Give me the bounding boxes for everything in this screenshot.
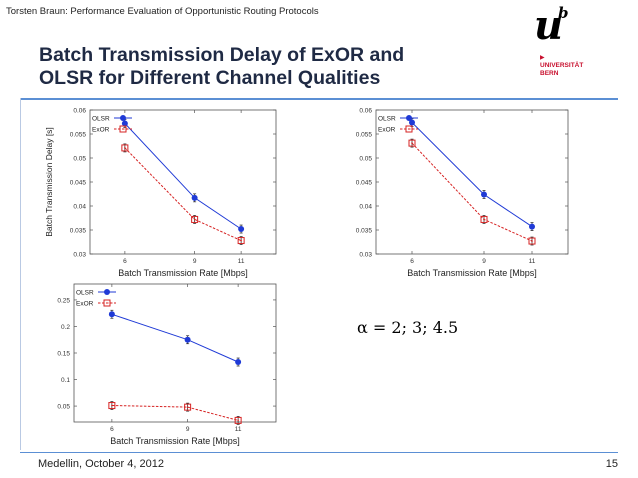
x-tick-label: 9	[193, 258, 197, 265]
y-tick-label: 0.04	[73, 204, 86, 211]
data-point-olsr	[108, 311, 115, 318]
data-point-exor-center	[411, 142, 413, 144]
y-tick-label: 0.05	[73, 156, 86, 163]
y-tick-label: 0.045	[356, 180, 373, 187]
chart-alpha-3: 0.03 0.035 0.04 0.045 0.05 0.055 0.06 6 9 11 Batch…	[356, 108, 569, 278]
data-point-exor	[121, 144, 129, 152]
data-point-exor	[408, 139, 416, 147]
x-tick-label: 6	[123, 258, 127, 265]
y-tick-label: 0.04	[359, 204, 372, 211]
x-tick-label: 6	[110, 426, 114, 433]
y-tick-label: 0.05	[359, 156, 372, 163]
data-point-exor	[108, 402, 116, 410]
title-divider	[20, 98, 618, 100]
y-tick-label: 0.05	[57, 404, 70, 411]
chart-alpha-2: 0.03 0.035 0.04 0.045 0.05 0.055 0.06 6 9 11 Batch…	[44, 108, 277, 278]
data-point-exor-center	[240, 239, 242, 242]
legend-label-exor: ExOR	[76, 301, 94, 308]
logo-arrow-icon: ▶	[540, 55, 545, 61]
data-point-olsr	[529, 223, 535, 230]
logo-letter: u	[534, 2, 564, 49]
legend-marker-exor	[405, 125, 413, 133]
alpha-formula: α = 2; 3; 4.5	[357, 318, 459, 337]
logo-university-line2: BERN	[540, 69, 559, 77]
x-axis-label: Batch Transmission Rate [Mbps]	[118, 268, 248, 278]
legend-label-olsr: OLSR	[378, 116, 396, 123]
data-point-exor-center	[186, 406, 189, 408]
legend-marker-exor	[119, 125, 127, 133]
data-point-exor-center	[193, 218, 196, 221]
data-point-olsr	[409, 119, 415, 126]
y-tick-label: 0.035	[356, 228, 373, 235]
footer-date: Medellin, October 4, 2012	[38, 458, 164, 470]
data-point-olsr	[238, 226, 245, 233]
logo-university-line1: UNIVERSITÄT	[540, 62, 584, 69]
logo-superscript: b	[558, 4, 569, 22]
legend-marker-olsr	[104, 289, 110, 295]
y-axis-label: Batch Transmission Delay [s]	[44, 127, 54, 237]
slide-title: Batch Transmission Delay of ExOR and OLS…	[39, 44, 509, 90]
data-point-exor	[237, 237, 245, 245]
y-tick-label: 0.035	[70, 228, 87, 235]
left-margin-line	[20, 98, 21, 450]
x-tick-label: 6	[410, 258, 414, 265]
university-logo: u b ▶ UNIVERSITÄT BERN	[534, 2, 614, 87]
y-tick-label: 0.055	[356, 132, 373, 139]
chart-alpha-4-5: 0.05 0.1 0.15 0.2 0.25 6 9 11 Batch Transmission…	[57, 283, 277, 446]
legend-label-exor: ExOR	[92, 127, 110, 134]
data-point-exor-center	[237, 419, 239, 422]
data-point-olsr	[184, 336, 191, 343]
footer-divider	[20, 452, 618, 453]
x-axis-label: Batch Transmission Rate [Mbps]	[110, 436, 240, 446]
legend-label-olsr: OLSR	[92, 116, 110, 123]
y-tick-label: 0.045	[70, 180, 87, 187]
legend-marker-olsr	[406, 115, 412, 121]
logo-university-text: UNIVERSITÄT BERN	[540, 62, 583, 77]
data-point-olsr	[235, 359, 242, 366]
data-point-olsr	[191, 194, 198, 201]
x-tick-label: 11	[529, 258, 536, 265]
y-tick-label: 0.06	[359, 108, 372, 115]
y-tick-label: 0.03	[359, 252, 372, 259]
y-tick-label: 0.15	[57, 351, 70, 358]
y-tick-label: 0.06	[73, 108, 86, 115]
data-point-exor	[191, 215, 199, 223]
data-point-olsr	[481, 191, 487, 198]
y-tick-label: 0.1	[61, 377, 70, 384]
data-point-olsr	[121, 120, 128, 127]
slide-title-line1: Batch Transmission Delay of ExOR and	[39, 44, 405, 66]
legend-marker-olsr	[120, 115, 126, 121]
slide-title-line2: OLSR for Different Channel Qualities	[39, 67, 381, 89]
data-point-exor-center	[124, 147, 126, 149]
plot-frame	[73, 283, 277, 423]
legend-marker-exor	[103, 299, 111, 307]
plot-frame	[89, 109, 277, 255]
data-point-exor-center	[111, 404, 113, 407]
header-text: Torsten Braun: Performance Evaluation of…	[6, 6, 319, 17]
data-point-exor	[528, 237, 536, 245]
data-point-exor	[184, 403, 192, 411]
legend-label-exor: ExOR	[378, 127, 396, 134]
data-point-exor	[234, 416, 242, 424]
page-number: 15	[605, 458, 618, 470]
legend-label-olsr: OLSR	[76, 290, 94, 297]
y-tick-label: 0.055	[70, 132, 87, 139]
y-tick-label: 0.2	[61, 324, 70, 331]
data-point-exor	[480, 215, 488, 223]
x-tick-label: 9	[186, 426, 190, 433]
x-axis-label: Batch Transmission Rate [Mbps]	[407, 268, 537, 278]
data-point-exor-center	[483, 218, 485, 221]
x-tick-label: 11	[235, 426, 242, 433]
series-line-exor	[111, 405, 239, 421]
x-tick-label: 11	[238, 258, 245, 265]
y-tick-label: 0.25	[57, 297, 70, 304]
series-line-exor	[124, 147, 242, 242]
data-point-exor-center	[531, 240, 533, 242]
y-tick-label: 0.03	[73, 252, 86, 259]
x-tick-label: 9	[482, 258, 486, 265]
